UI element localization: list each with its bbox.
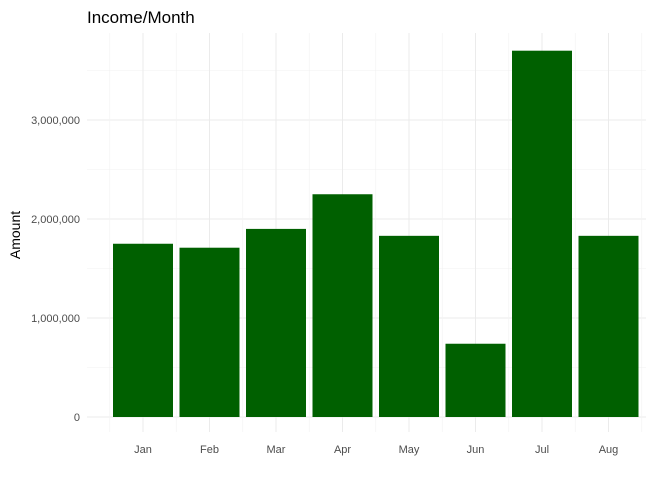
x-tick-labels: Jan Feb Mar Apr May Jun Jul Aug (134, 444, 618, 456)
bar-aug (578, 235, 639, 417)
y-tick-label: 2,000,000 (31, 214, 80, 226)
y-axis-title: Amount (7, 211, 23, 259)
x-tick-label-jul: Jul (535, 444, 549, 456)
x-tick-label-jun: Jun (467, 444, 485, 456)
y-tick-label: 0 (74, 412, 80, 424)
x-tick-label-jan: Jan (134, 444, 152, 456)
x-tick-label-aug: Aug (599, 444, 619, 456)
x-tick-label-may: May (399, 444, 420, 456)
x-tick-label-feb: Feb (200, 444, 219, 456)
bar-jun (445, 343, 506, 417)
y-tick-label: 1,000,000 (31, 313, 80, 325)
bar-feb (179, 247, 240, 417)
x-tick-label-apr: Apr (334, 444, 351, 456)
x-tick-label-mar: Mar (267, 444, 286, 456)
chart-title: Income/Month (87, 8, 195, 27)
bar-jul (512, 50, 572, 417)
y-tick-label: 3,000,000 (31, 115, 80, 127)
bar-may (379, 235, 439, 417)
bar-mar (246, 228, 306, 417)
bar-apr (312, 194, 373, 417)
bars-layer (113, 50, 639, 417)
y-tick-labels: 0 1,000,000 2,000,000 3,000,000 (31, 115, 80, 424)
bar-jan (113, 243, 173, 417)
